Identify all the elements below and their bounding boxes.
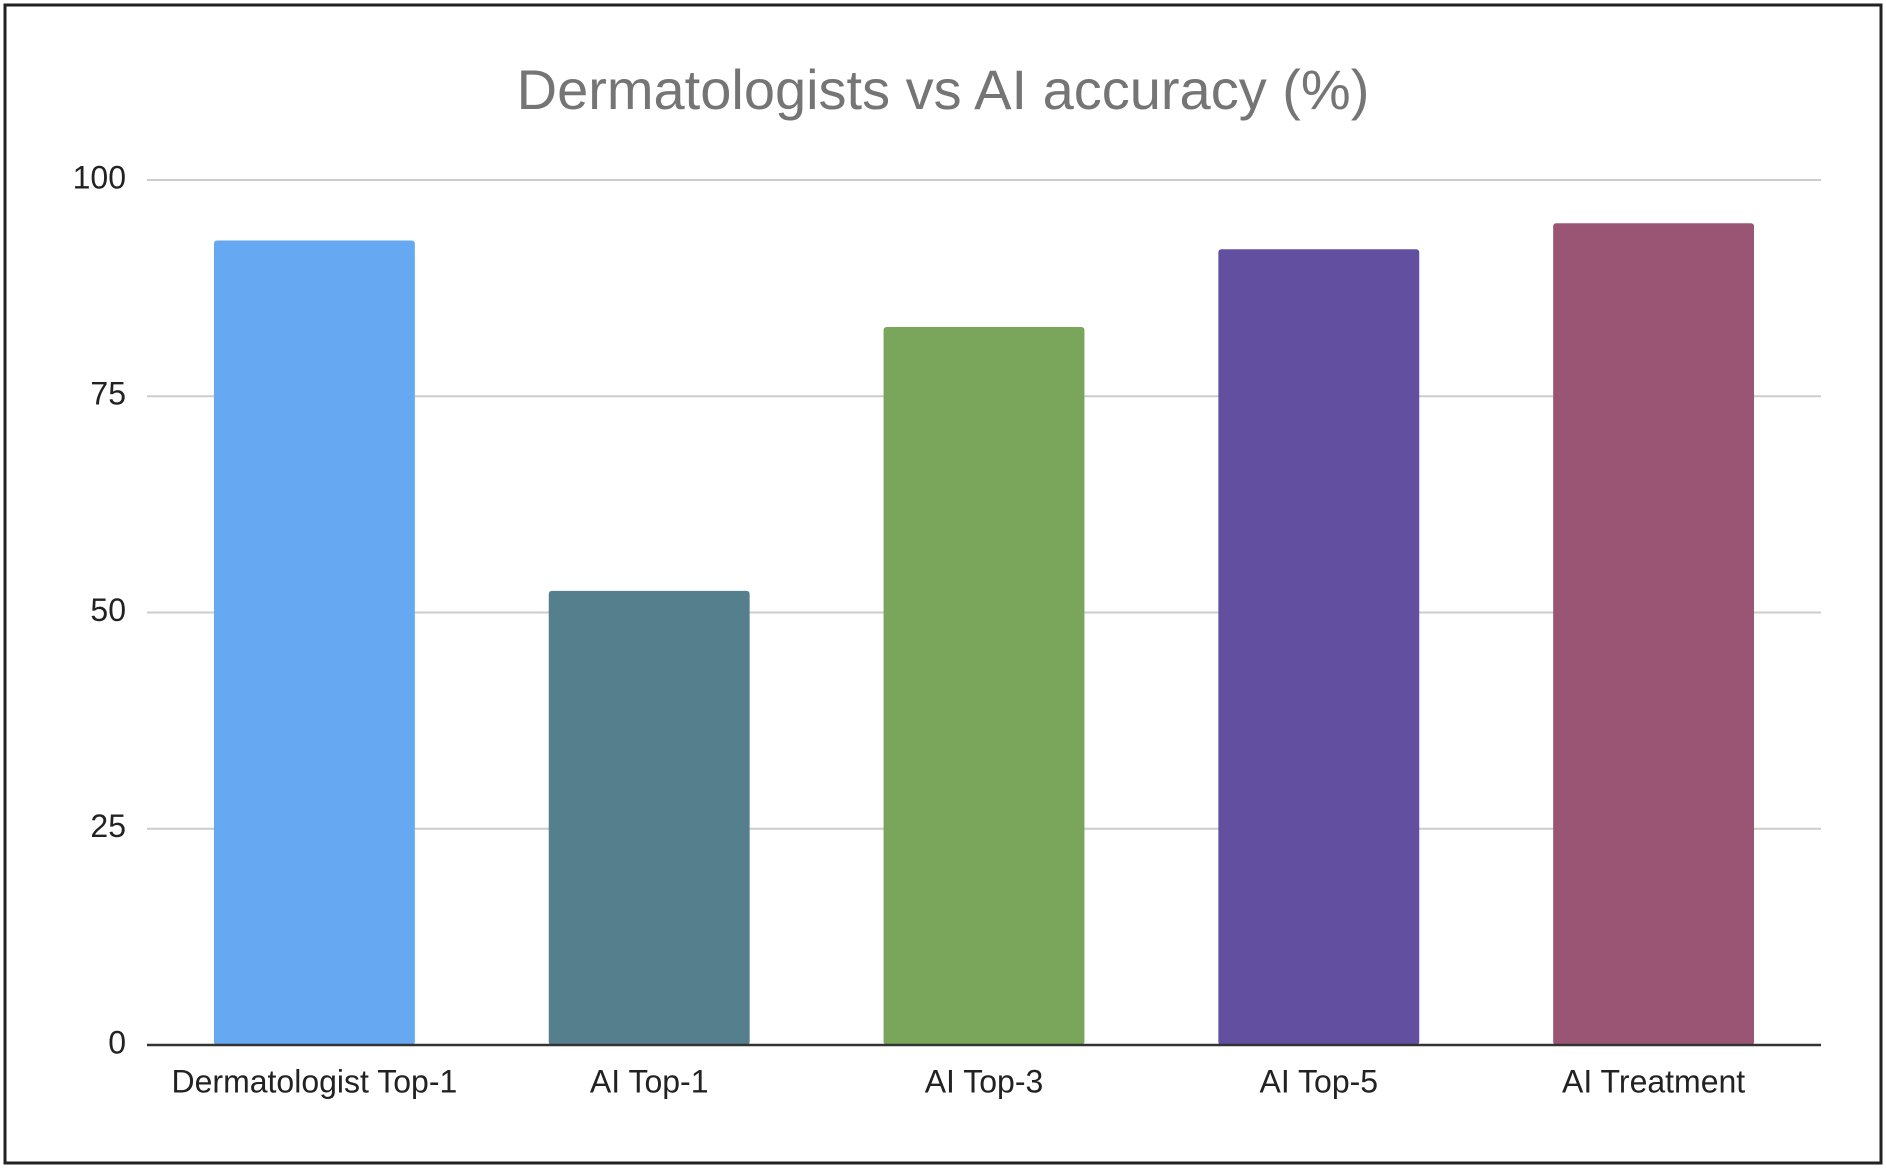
x-tick-label: AI Top-5	[1260, 1063, 1379, 1099]
y-tick-label: 25	[90, 808, 126, 844]
x-tick-label: AI Top-3	[925, 1063, 1044, 1099]
x-tick-label: AI Treatment	[1562, 1063, 1745, 1099]
y-tick-label: 50	[90, 592, 126, 628]
bar	[883, 327, 1085, 1045]
bar	[1218, 249, 1420, 1045]
y-tick-label: 100	[73, 159, 126, 195]
bar	[1553, 223, 1755, 1045]
x-tick-label: Dermatologist Top-1	[172, 1063, 458, 1099]
y-tick-label: 0	[108, 1024, 126, 1060]
y-tick-label: 75	[90, 376, 126, 412]
x-tick-label: AI Top-1	[590, 1063, 709, 1099]
chart-title: Dermatologists vs AI accuracy (%)	[517, 58, 1370, 121]
bar	[548, 590, 750, 1045]
bar	[213, 240, 415, 1046]
